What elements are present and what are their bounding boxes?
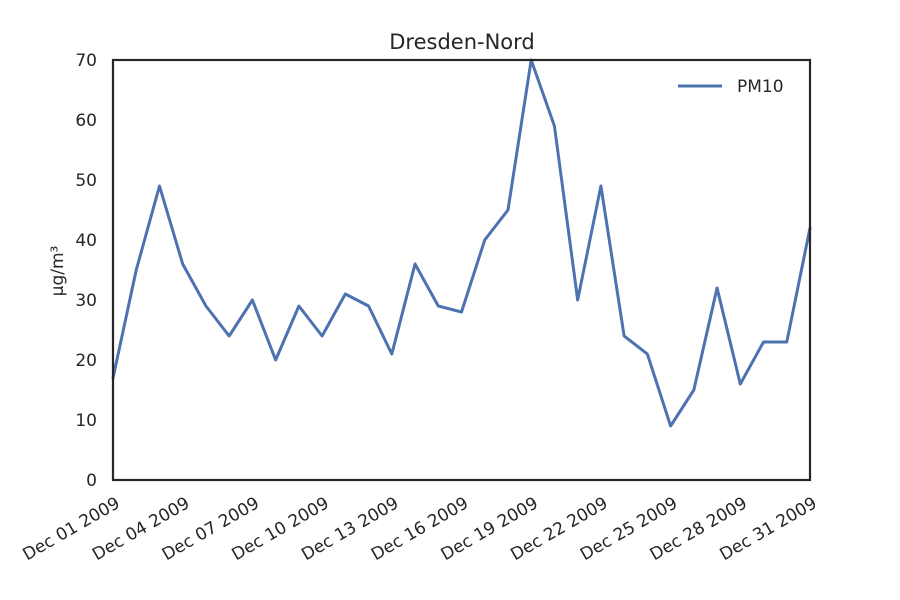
legend: PM10: [678, 77, 784, 97]
y-tick-label: 10: [75, 411, 97, 431]
chart-title: Dresden-Nord: [389, 30, 535, 54]
series-layer: [111, 58, 812, 428]
y-tick-label: 20: [75, 351, 97, 371]
plot-area-frame: [111, 58, 812, 482]
y-tick-label: 40: [75, 231, 97, 251]
y-tick-label: 0: [86, 471, 97, 491]
y-tick-label: 60: [75, 111, 97, 131]
y-tick-label: 50: [75, 171, 97, 191]
y-axis-ticks: 0 10 20 30 40 50 60 70: [75, 51, 97, 491]
y-tick-label: 30: [75, 291, 97, 311]
series-line-pm10: [111, 58, 812, 428]
y-tick-label: 70: [75, 51, 97, 71]
legend-label-pm10: PM10: [737, 77, 784, 97]
y-axis-label: µg/m³: [48, 246, 68, 297]
